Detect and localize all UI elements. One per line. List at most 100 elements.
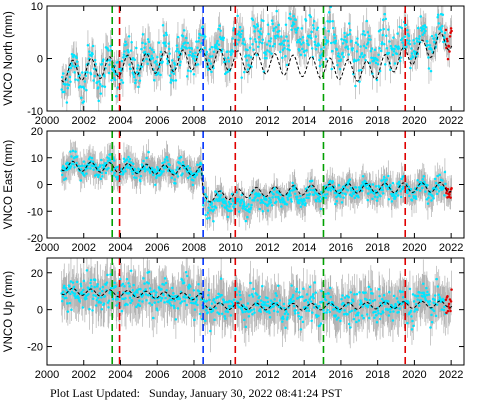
data-point	[309, 36, 313, 40]
data-point	[367, 304, 370, 307]
data-point	[246, 68, 250, 71]
data-point	[429, 69, 433, 73]
data-point	[228, 205, 231, 208]
data-point	[195, 55, 199, 59]
data-point	[425, 293, 429, 297]
data-point	[303, 199, 306, 202]
data-point	[303, 49, 306, 53]
data-point	[120, 78, 123, 82]
data-point	[218, 35, 222, 39]
data-point	[100, 296, 103, 299]
data-point	[427, 293, 431, 296]
data-point	[92, 67, 96, 71]
x-tick-label: 2000	[35, 115, 59, 127]
data-point	[336, 194, 340, 198]
data-point	[361, 305, 364, 308]
data-point	[394, 195, 397, 199]
data-point	[332, 26, 335, 30]
data-point	[210, 45, 214, 49]
data-point	[91, 309, 94, 312]
data-point	[138, 304, 142, 308]
data-point	[247, 203, 250, 206]
data-point	[179, 155, 183, 159]
data-point	[83, 174, 86, 177]
data-point	[430, 313, 433, 317]
data-point	[252, 48, 255, 51]
data-point	[99, 287, 102, 291]
data-point	[131, 172, 134, 176]
data-point	[324, 42, 327, 46]
data-point	[105, 281, 109, 284]
data-point	[379, 49, 383, 53]
data-point	[152, 316, 155, 320]
data-point	[220, 312, 224, 316]
data-point	[389, 310, 392, 314]
data-point	[355, 292, 359, 296]
data-point	[183, 299, 186, 303]
data-point	[420, 29, 423, 32]
data-point	[299, 194, 302, 198]
data-point	[219, 193, 223, 197]
data-point	[147, 270, 151, 274]
data-point	[356, 43, 360, 46]
data-point	[312, 19, 316, 23]
data-point	[383, 302, 387, 306]
data-point	[101, 84, 104, 88]
data-point	[60, 75, 64, 79]
data-point	[398, 59, 402, 63]
data-point	[311, 293, 315, 296]
data-point	[400, 177, 403, 181]
data-point	[305, 49, 308, 52]
data-point	[130, 299, 134, 303]
data-point	[66, 310, 70, 313]
panel-2: -20 -10 0 10 20 2000 2002 2004 2006 2008 2010 2012 2…	[3, 126, 465, 254]
recent-point	[447, 305, 450, 308]
data-point	[212, 297, 216, 301]
data-point	[330, 67, 333, 71]
data-point	[86, 166, 89, 170]
data-point	[212, 220, 215, 223]
data-point	[236, 32, 240, 36]
data-point	[203, 35, 207, 38]
data-point	[74, 150, 77, 153]
data-point	[261, 38, 265, 41]
data-point	[240, 193, 243, 197]
data-point	[359, 45, 362, 48]
data-point	[142, 159, 145, 163]
data-point	[78, 165, 82, 168]
data-point	[365, 186, 368, 190]
data-point	[223, 315, 226, 318]
data-point	[107, 306, 110, 309]
x-tick-label: 2010	[218, 115, 242, 127]
data-point	[432, 301, 435, 305]
data-point	[289, 297, 293, 301]
footer-timestamp: Sunday, January 30, 2022 08:41:24 PST	[149, 386, 342, 400]
plot-area	[60, 6, 453, 111]
data-point	[101, 174, 104, 178]
data-point	[301, 320, 305, 324]
error-bars	[61, 139, 452, 231]
data-point	[172, 72, 176, 76]
data-point	[382, 293, 386, 297]
data-point	[188, 167, 192, 170]
data-point	[443, 31, 447, 35]
data-point	[139, 179, 142, 183]
data-point	[335, 199, 339, 203]
data-point	[224, 310, 228, 313]
data-point	[193, 318, 196, 322]
data-point	[150, 166, 154, 170]
data-point	[220, 204, 224, 207]
data-point	[237, 197, 240, 201]
data-point	[212, 208, 216, 211]
data-point	[248, 294, 251, 297]
data-point	[387, 51, 391, 55]
data-point	[436, 13, 440, 16]
data-point	[255, 53, 258, 57]
data-point	[435, 303, 439, 306]
data-point	[352, 189, 356, 192]
data-point	[130, 41, 133, 44]
data-point	[424, 298, 428, 302]
data-point	[240, 198, 244, 201]
data-point	[381, 33, 384, 37]
data-point	[340, 38, 343, 41]
